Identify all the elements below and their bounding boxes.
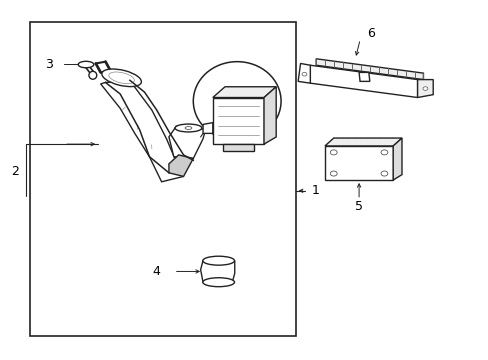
Polygon shape — [168, 126, 205, 158]
Ellipse shape — [203, 256, 234, 265]
Polygon shape — [212, 98, 264, 144]
Ellipse shape — [109, 72, 134, 84]
Polygon shape — [101, 81, 183, 182]
Polygon shape — [358, 72, 369, 81]
Text: 4: 4 — [152, 265, 160, 278]
Ellipse shape — [193, 62, 281, 140]
Bar — [30, 22, 295, 336]
Ellipse shape — [302, 72, 306, 76]
Text: 5: 5 — [354, 201, 363, 213]
Polygon shape — [200, 261, 234, 282]
Polygon shape — [310, 65, 417, 98]
Ellipse shape — [102, 69, 141, 87]
Polygon shape — [325, 146, 392, 180]
Ellipse shape — [330, 150, 336, 155]
Polygon shape — [325, 138, 401, 146]
Polygon shape — [222, 144, 254, 151]
Ellipse shape — [89, 71, 97, 79]
Ellipse shape — [380, 150, 387, 155]
Ellipse shape — [380, 171, 387, 176]
Text: 2: 2 — [11, 165, 19, 177]
Polygon shape — [298, 63, 310, 83]
Polygon shape — [392, 138, 401, 180]
Ellipse shape — [203, 278, 234, 287]
Text: 1: 1 — [311, 184, 319, 197]
Text: 6: 6 — [367, 27, 375, 40]
Polygon shape — [264, 87, 276, 144]
Polygon shape — [212, 87, 276, 98]
Polygon shape — [417, 80, 432, 98]
Ellipse shape — [175, 124, 202, 132]
Ellipse shape — [422, 87, 427, 90]
Ellipse shape — [184, 127, 191, 130]
Ellipse shape — [78, 61, 94, 68]
Polygon shape — [168, 155, 193, 176]
Text: 3: 3 — [45, 58, 53, 71]
Polygon shape — [316, 59, 423, 80]
Ellipse shape — [330, 171, 336, 176]
Polygon shape — [203, 123, 212, 134]
